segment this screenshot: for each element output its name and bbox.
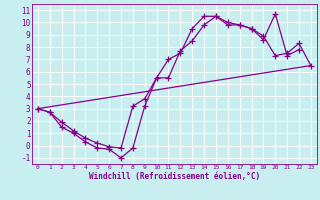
X-axis label: Windchill (Refroidissement éolien,°C): Windchill (Refroidissement éolien,°C) [89, 172, 260, 181]
